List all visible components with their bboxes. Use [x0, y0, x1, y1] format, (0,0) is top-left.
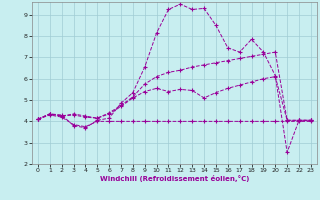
X-axis label: Windchill (Refroidissement éolien,°C): Windchill (Refroidissement éolien,°C)	[100, 175, 249, 182]
